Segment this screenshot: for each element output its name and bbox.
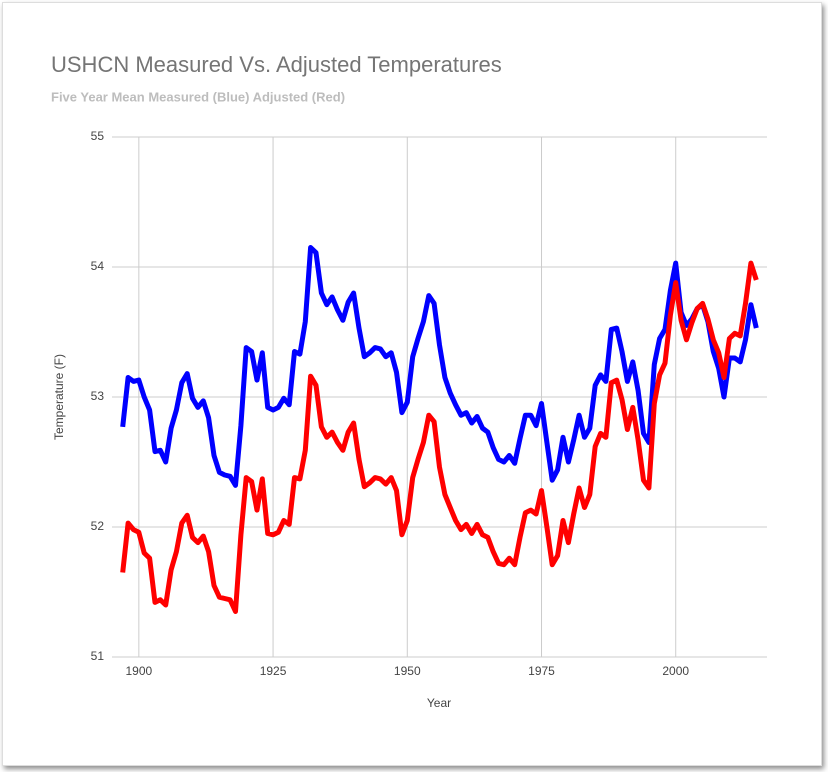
y-axis-label: Temperature (F): [52, 354, 66, 440]
chart-title: USHCN Measured Vs. Adjusted Temperatures: [51, 52, 502, 77]
y-tick-label: 54: [91, 259, 105, 273]
x-tick-label: 1900: [125, 664, 152, 678]
x-tick-label: 1925: [260, 664, 287, 678]
data-line: [120, 260, 759, 614]
y-tick-label: 52: [91, 519, 105, 533]
y-tick-label: 55: [91, 129, 105, 143]
y-tick-label: 51: [91, 649, 105, 663]
y-tick-label: 53: [91, 389, 105, 403]
chart-subtitle: Five Year Mean Measured (Blue) Adjusted …: [51, 89, 345, 104]
data-line: [120, 245, 759, 488]
x-tick-label: 1975: [528, 664, 555, 678]
x-axis-label: Year: [427, 696, 451, 710]
x-tick-label: 1950: [394, 664, 421, 678]
x-tick-label: 2000: [662, 664, 689, 678]
